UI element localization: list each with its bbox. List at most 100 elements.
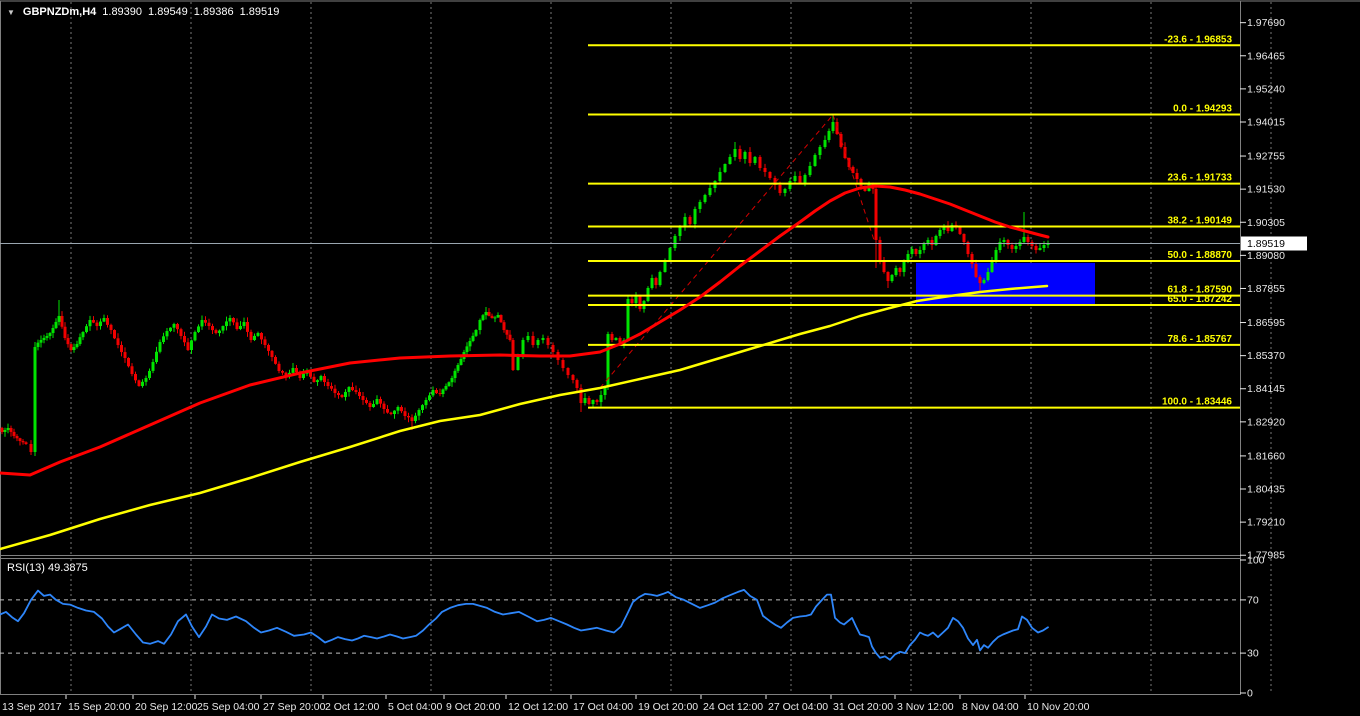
candle[interactable] bbox=[95, 322, 99, 327]
candle[interactable] bbox=[365, 400, 368, 403]
candle[interactable] bbox=[382, 403, 386, 410]
candle[interactable] bbox=[536, 340, 540, 346]
candle[interactable] bbox=[3, 429, 7, 432]
candle[interactable] bbox=[256, 333, 260, 336]
candle[interactable] bbox=[66, 338, 70, 345]
candle[interactable] bbox=[587, 398, 591, 405]
candle[interactable] bbox=[831, 121, 835, 131]
candle[interactable] bbox=[169, 327, 172, 332]
candle[interactable] bbox=[481, 315, 485, 321]
candle[interactable] bbox=[302, 373, 305, 379]
candle[interactable] bbox=[938, 229, 942, 236]
candle[interactable] bbox=[487, 312, 491, 316]
candle[interactable] bbox=[389, 412, 393, 415]
candle[interactable] bbox=[591, 400, 595, 405]
candle[interactable] bbox=[962, 233, 966, 242]
candle[interactable] bbox=[1010, 245, 1014, 250]
candle[interactable] bbox=[447, 382, 451, 387]
candle[interactable] bbox=[922, 244, 926, 251]
candle[interactable] bbox=[211, 326, 214, 331]
candle[interactable] bbox=[703, 194, 707, 202]
candle[interactable] bbox=[444, 386, 448, 390]
candle[interactable] bbox=[267, 345, 270, 351]
candle[interactable] bbox=[393, 410, 396, 415]
candle[interactable] bbox=[603, 387, 607, 396]
candle[interactable] bbox=[295, 368, 298, 373]
candle[interactable] bbox=[496, 315, 500, 318]
candle[interactable] bbox=[902, 262, 906, 273]
candle[interactable] bbox=[253, 335, 256, 341]
candle[interactable] bbox=[228, 318, 232, 322]
ma-fast-line[interactable] bbox=[0, 184, 1050, 477]
candle[interactable] bbox=[566, 368, 570, 376]
candle[interactable] bbox=[803, 174, 807, 183]
candle[interactable] bbox=[1042, 245, 1046, 249]
candle[interactable] bbox=[471, 335, 475, 342]
candle[interactable] bbox=[484, 312, 488, 316]
candle[interactable] bbox=[546, 338, 550, 346]
candle[interactable] bbox=[723, 163, 727, 172]
candle[interactable] bbox=[333, 388, 337, 394]
candle[interactable] bbox=[898, 268, 902, 273]
candle[interactable] bbox=[29, 444, 33, 453]
candle[interactable] bbox=[15, 436, 19, 439]
candle[interactable] bbox=[441, 389, 445, 395]
candle[interactable] bbox=[758, 156, 762, 168]
candle[interactable] bbox=[204, 320, 207, 323]
candle[interactable] bbox=[337, 393, 340, 396]
candle[interactable] bbox=[583, 398, 587, 404]
candle[interactable] bbox=[106, 318, 109, 325]
candle[interactable] bbox=[970, 254, 974, 265]
candle[interactable] bbox=[57, 316, 61, 322]
candle[interactable] bbox=[200, 320, 204, 327]
candle[interactable] bbox=[914, 249, 918, 255]
candle[interactable] bbox=[499, 315, 503, 323]
candle[interactable] bbox=[465, 346, 469, 353]
candle[interactable] bbox=[270, 350, 274, 358]
candle[interactable] bbox=[698, 201, 702, 209]
candle[interactable] bbox=[155, 351, 158, 363]
candle[interactable] bbox=[358, 392, 361, 397]
candle[interactable] bbox=[63, 326, 67, 339]
candle[interactable] bbox=[347, 387, 351, 392]
candle[interactable] bbox=[748, 151, 752, 163]
candle[interactable] bbox=[18, 438, 22, 442]
candle[interactable] bbox=[855, 172, 859, 179]
candle[interactable] bbox=[246, 322, 249, 332]
candle[interactable] bbox=[1038, 248, 1042, 251]
candle[interactable] bbox=[172, 324, 176, 328]
candle[interactable] bbox=[934, 235, 938, 246]
candle[interactable] bbox=[978, 277, 982, 284]
candle[interactable] bbox=[688, 216, 692, 224]
candle[interactable] bbox=[490, 315, 494, 319]
candle[interactable] bbox=[823, 139, 827, 147]
candle[interactable] bbox=[42, 337, 46, 341]
candle[interactable] bbox=[113, 330, 116, 339]
candle[interactable] bbox=[316, 380, 319, 383]
candle[interactable] bbox=[918, 250, 922, 255]
candle[interactable] bbox=[708, 187, 712, 195]
candle[interactable] bbox=[39, 340, 43, 343]
candle[interactable] bbox=[417, 410, 421, 416]
candle[interactable] bbox=[474, 330, 478, 336]
candle[interactable] bbox=[793, 175, 797, 181]
candle[interactable] bbox=[54, 321, 58, 329]
candle[interactable] bbox=[778, 184, 782, 193]
candle[interactable] bbox=[284, 372, 288, 377]
candle[interactable] bbox=[400, 407, 403, 412]
candle[interactable] bbox=[291, 368, 295, 373]
candle[interactable] bbox=[312, 376, 316, 383]
candle[interactable] bbox=[340, 395, 344, 398]
candle[interactable] bbox=[36, 342, 40, 348]
candle[interactable] bbox=[638, 296, 642, 310]
candle[interactable] bbox=[493, 317, 497, 319]
candle[interactable] bbox=[958, 226, 962, 234]
candle[interactable] bbox=[375, 399, 379, 405]
time-axis[interactable]: 13 Sep 2017 15 Sep 20:00 20 Sep 12:00 25 Se… bbox=[2, 695, 1090, 713]
candle[interactable] bbox=[859, 178, 863, 186]
candle[interactable] bbox=[1026, 236, 1030, 242]
candle[interactable] bbox=[990, 260, 994, 273]
candle[interactable] bbox=[783, 188, 787, 193]
candle[interactable] bbox=[323, 376, 326, 383]
candle[interactable] bbox=[130, 366, 134, 375]
